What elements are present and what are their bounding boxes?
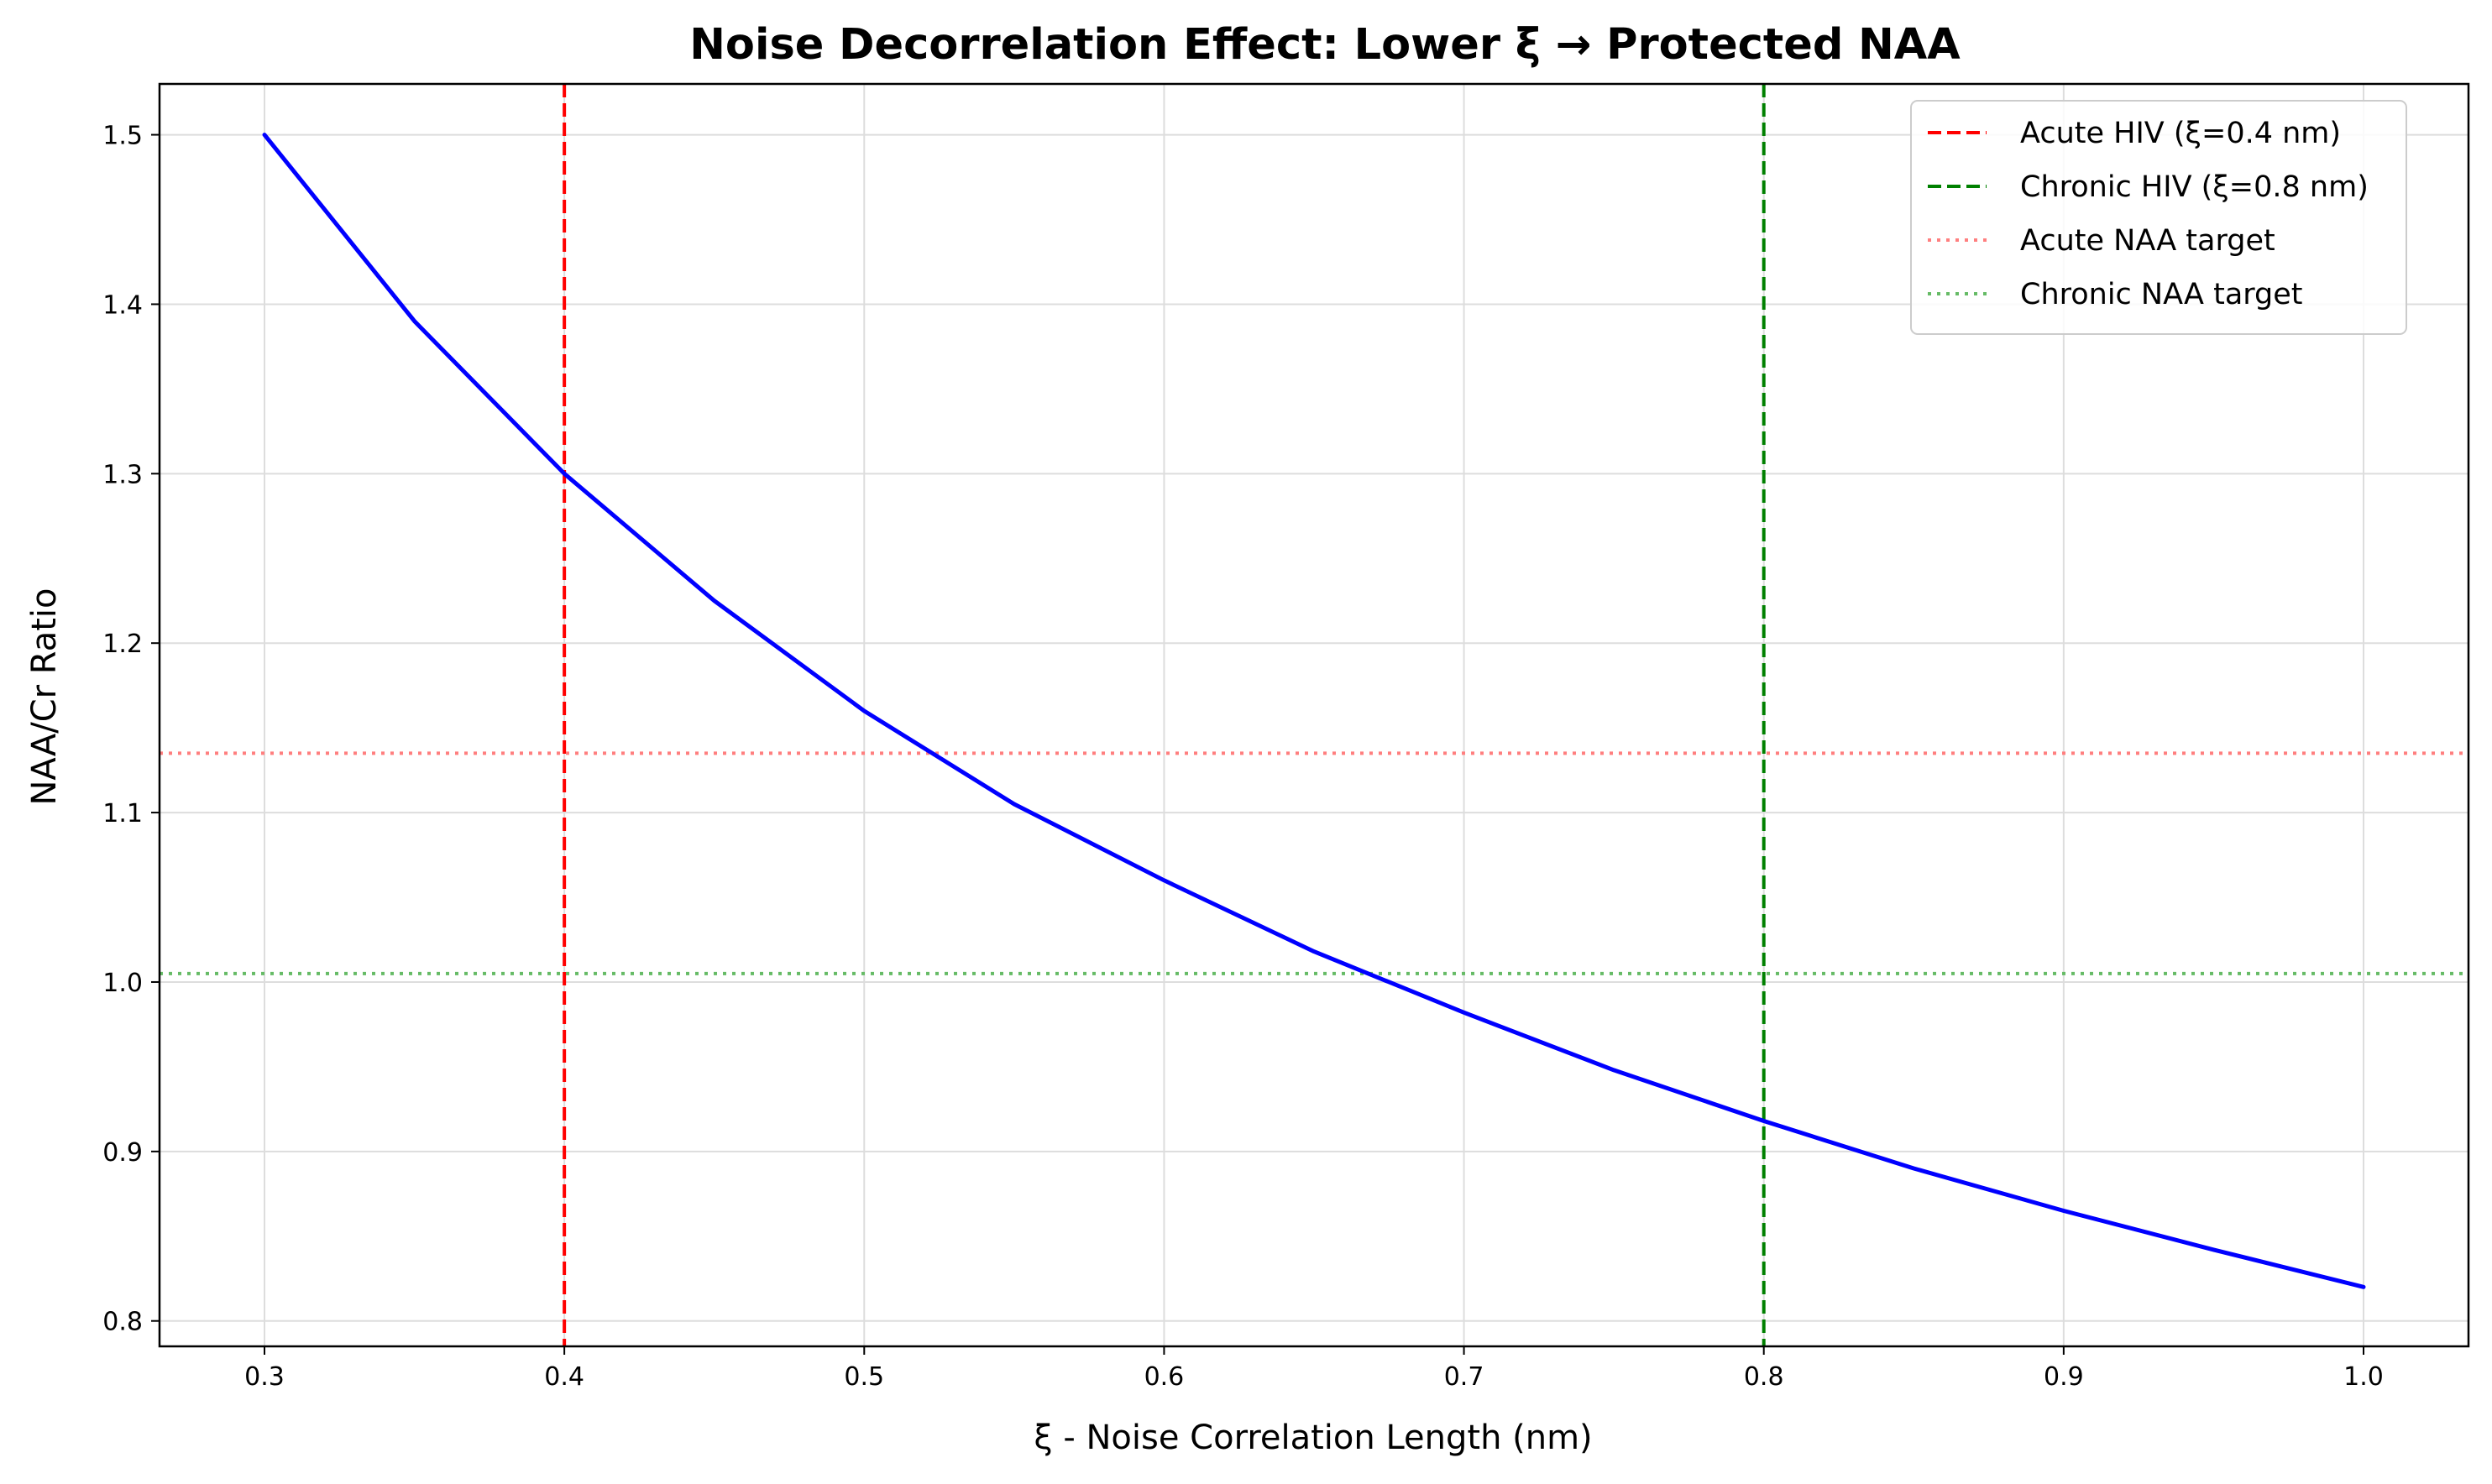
legend-label: Acute HIV (ξ=0.4 nm) — [2020, 117, 2341, 150]
x-tick-label: 0.5 — [844, 1362, 884, 1392]
chart-title: Noise Decorrelation Effect: Lower ξ → Pr… — [689, 20, 1961, 70]
legend-label: Chronic NAA target — [2020, 278, 2303, 311]
y-tick-label: 1.0 — [102, 969, 143, 998]
x-tick-label: 1.0 — [2343, 1362, 2384, 1392]
x-axis-label: ξ - Noise Correlation Length (nm) — [1034, 1419, 1592, 1457]
legend: Acute HIV (ξ=0.4 nm) Chronic HIV (ξ=0.8 n… — [1910, 100, 2407, 335]
legend-label: Chronic HIV (ξ=0.8 nm) — [2020, 170, 2369, 204]
y-tick-label: 1.2 — [102, 630, 143, 659]
y-tick-label: 1.1 — [102, 799, 143, 828]
y-tick-label: 1.5 — [102, 122, 143, 151]
naa-curve-line — [262, 133, 2366, 1289]
x-tick-label: 0.3 — [244, 1362, 285, 1392]
x-tick-label: 0.9 — [2044, 1362, 2084, 1392]
plot-area: 0.3 0.4 0.5 0.6 0.7 0.8 0.9 1.0 0.8 0.9 1.0 1.1 1.2 1… — [102, 82, 2470, 1392]
x-tick-label: 0.4 — [544, 1362, 584, 1392]
y-axis-label: NAA/Cr Ratio — [25, 588, 64, 805]
x-tick-label: 0.6 — [1144, 1362, 1185, 1392]
legend-label: Acute NAA target — [2020, 224, 2275, 258]
legend-box — [1910, 100, 2407, 335]
y-tick-label: 0.9 — [102, 1138, 143, 1168]
y-tick-label: 1.4 — [102, 290, 143, 320]
y-tick-label: 1.3 — [102, 460, 143, 489]
x-tick-label: 0.8 — [1744, 1362, 1784, 1392]
data-layer — [160, 84, 2468, 1346]
x-tick-label: 0.7 — [1444, 1362, 1484, 1392]
axes-frame — [158, 82, 2470, 1348]
y-tick-label: 0.8 — [102, 1308, 143, 1337]
